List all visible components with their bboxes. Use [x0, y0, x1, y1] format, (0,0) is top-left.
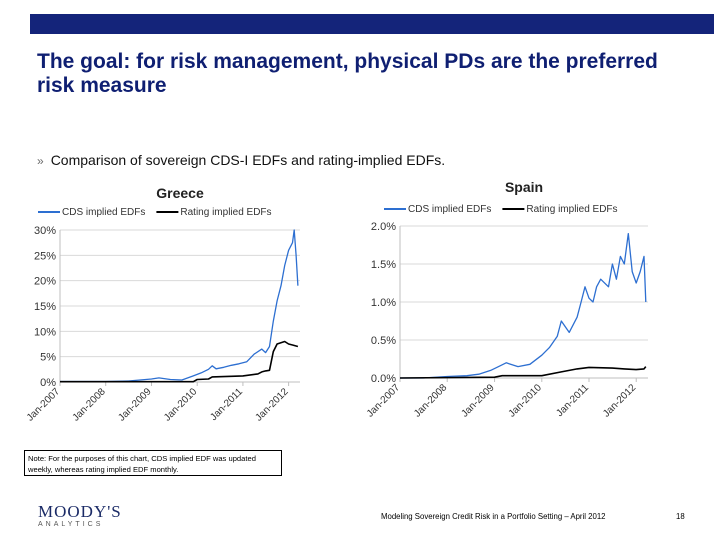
y-tick-label: 0%: [40, 377, 56, 389]
y-tick-label: 1.5%: [371, 259, 396, 271]
x-tick-label: Jan-2011: [208, 386, 245, 423]
y-tick-label: 20%: [34, 276, 56, 288]
y-tick-label: 25%: [34, 250, 56, 262]
spain-chart: Spain CDS implied EDFs Rating implied EDFs…: [365, 179, 648, 420]
header-bar: [30, 14, 714, 34]
bullet-line: » Comparison of sovereign CDS-I EDFs and …: [37, 152, 445, 168]
bullet-mark: »: [37, 154, 44, 168]
y-tick-label: 15%: [34, 301, 56, 313]
x-tick-label: Jan-2012: [253, 386, 291, 424]
x-tick-label: Jan-2007: [25, 386, 63, 424]
cds-series-line: [400, 232, 647, 379]
legend-label: CDS implied EDFs: [408, 204, 491, 215]
y-tick-label: 10%: [34, 326, 56, 338]
x-tick-label: Jan-2012: [601, 382, 639, 420]
y-tick-label: 30%: [34, 225, 56, 237]
moodys-logo: MOODY'S: [38, 502, 122, 521]
rating-series-line: [399, 366, 647, 379]
rating-series-line: [60, 340, 299, 383]
x-tick-label: Jan-2010: [162, 386, 200, 424]
bullet-text: Comparison of sovereign CDS-I EDFs and r…: [50, 152, 446, 168]
x-tick-label: Jan-2008: [412, 382, 450, 420]
footer-text: Modeling Sovereign Credit Risk in a Port…: [381, 512, 606, 521]
x-tick-label: Jan-2010: [507, 382, 545, 420]
x-tick-label: Jan-2011: [554, 382, 591, 419]
y-tick-label: 2.0%: [371, 221, 396, 233]
slide-title: The goal: for risk management, physical …: [37, 50, 658, 97]
legend-label: CDS implied EDFs: [62, 207, 145, 218]
cds-series-line: [60, 229, 299, 383]
y-tick-label: 1.0%: [371, 297, 396, 309]
logo-subtitle: ANALYTICS: [38, 521, 104, 528]
greece-chart: Greece CDS implied EDFs Rating implied EDF…: [25, 185, 300, 424]
x-tick-label: Jan-2008: [71, 386, 109, 424]
x-tick-label: Jan-2009: [116, 386, 154, 424]
y-tick-label: 0.5%: [371, 335, 396, 347]
legend-label: Rating implied EDFs: [526, 204, 617, 215]
legend-label: Rating implied EDFs: [180, 207, 271, 218]
chart-note: Note: For the purposes of this chart, CD…: [24, 450, 282, 476]
y-tick-label: 5%: [40, 352, 56, 364]
x-tick-label: Jan-2007: [365, 382, 403, 420]
x-tick-label: Jan-2009: [459, 382, 497, 420]
page-number: 18: [676, 512, 685, 521]
chart-title: Spain: [505, 179, 543, 195]
chart-title: Greece: [156, 185, 204, 201]
y-tick-label: 0.0%: [371, 373, 396, 385]
